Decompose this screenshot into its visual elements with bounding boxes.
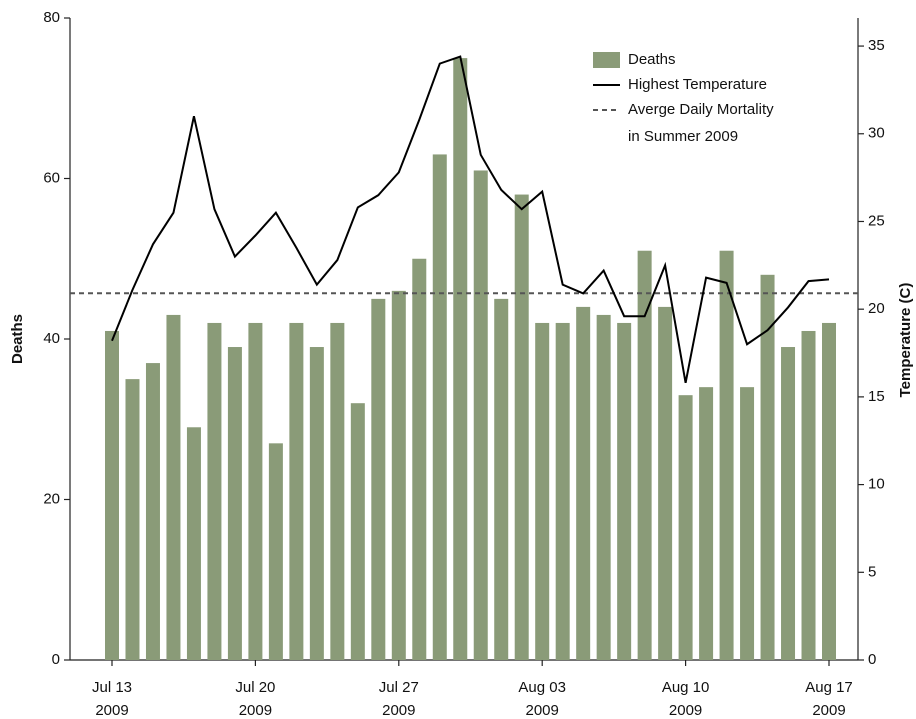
x-tick-label: Jul 27: [379, 679, 419, 696]
x-tick-label: 2009: [812, 702, 845, 719]
legend-label: Averge Daily Mortality: [628, 101, 774, 118]
bar: [576, 306, 591, 660]
y-tick-label: 80: [43, 9, 60, 26]
x-tick-label: 2009: [526, 702, 559, 719]
bar: [822, 322, 836, 660]
legend-label: in Summer 2009: [628, 128, 738, 145]
bar: [473, 170, 488, 660]
y-tick-label: 20: [43, 490, 60, 507]
bar: [719, 250, 734, 660]
x-tick-label: Aug 03: [518, 679, 566, 696]
bar: [514, 194, 529, 661]
x-tick-label: Jul 13: [92, 679, 132, 696]
x-tick-label: Aug 17: [805, 679, 853, 696]
legend-label: Deaths: [628, 51, 676, 68]
y2-tick-label: 25: [868, 212, 885, 229]
y2-tick-label: 30: [868, 125, 885, 142]
y2-tick-label: 15: [868, 388, 885, 405]
bar: [371, 298, 386, 660]
y-axis-label: Deaths: [9, 314, 26, 364]
bar: [596, 314, 611, 660]
bar: [740, 387, 755, 660]
bar: [637, 250, 652, 660]
x-tick-label: 2009: [669, 702, 702, 719]
bar: [617, 322, 632, 660]
bar: [535, 322, 550, 660]
y2-tick-label: 5: [868, 563, 876, 580]
y2-tick-label: 0: [868, 651, 876, 668]
legend-swatch: [593, 52, 620, 68]
bar: [678, 395, 693, 660]
bar: [801, 330, 816, 660]
bar: [432, 154, 447, 661]
x-tick-label: 2009: [239, 702, 272, 719]
bar: [125, 379, 140, 660]
y-tick-label: 40: [43, 330, 60, 347]
y2-tick-label: 20: [868, 300, 885, 317]
bar: [145, 363, 160, 660]
y2-tick-label: 10: [868, 476, 885, 493]
y-tick-label: 60: [43, 169, 60, 186]
bar: [699, 387, 714, 660]
bar: [658, 306, 673, 660]
bar: [350, 403, 365, 660]
bar: [494, 298, 509, 660]
bar: [330, 322, 345, 660]
y2-axis-label: Temperature (C): [897, 283, 914, 398]
x-tick-label: 2009: [382, 702, 415, 719]
x-tick-label: Jul 20: [235, 679, 275, 696]
bar: [555, 322, 570, 660]
bar: [289, 322, 304, 660]
y-tick-label: 0: [52, 651, 60, 668]
x-tick-label: Aug 10: [662, 679, 710, 696]
legend-label: Highest Temperature: [628, 76, 767, 93]
bar: [391, 290, 406, 660]
bar: [453, 58, 468, 660]
bar: [781, 347, 796, 660]
bar: [186, 427, 201, 660]
y2-tick-label: 35: [868, 37, 885, 54]
temperature-line: [111, 55, 830, 384]
bar: [227, 347, 242, 660]
bar: [412, 258, 427, 660]
bar: [309, 347, 324, 660]
bar: [207, 322, 222, 660]
bar: [105, 330, 119, 660]
bar: [248, 322, 263, 660]
bar: [760, 274, 775, 660]
bar: [268, 443, 283, 660]
x-tick-label: 2009: [95, 702, 128, 719]
bar: [166, 314, 181, 660]
